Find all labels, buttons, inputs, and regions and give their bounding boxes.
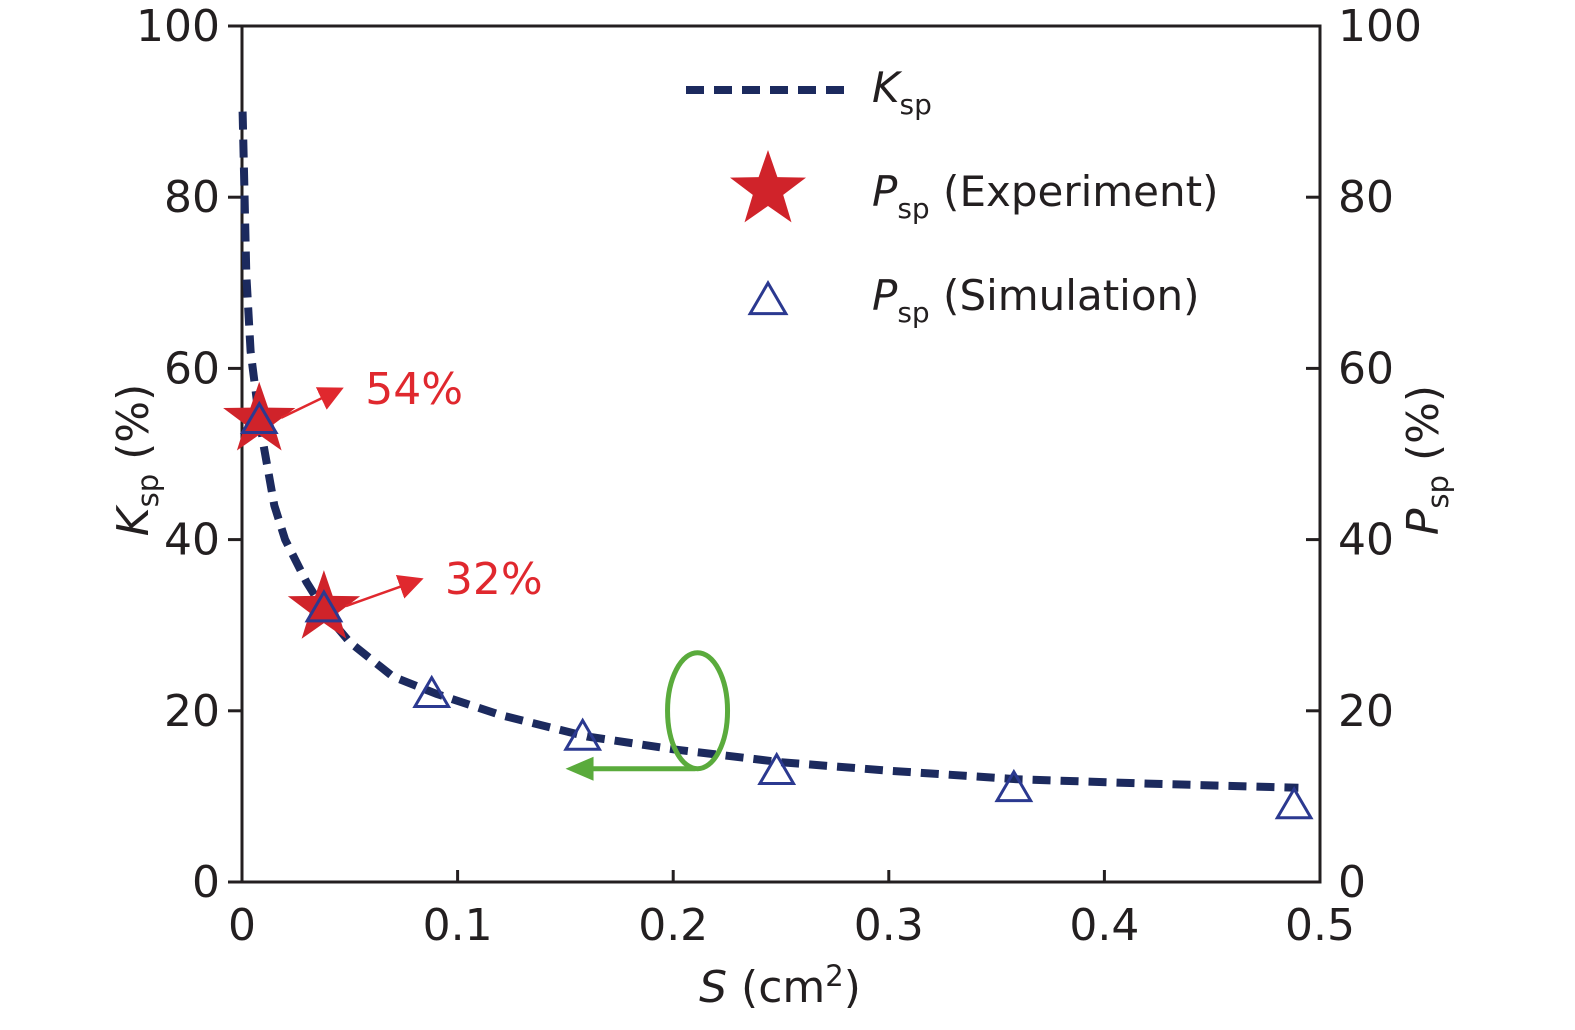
- y2-tick-label: 100: [1338, 1, 1422, 52]
- x-tick-label: 0.1: [423, 900, 493, 951]
- simulation-triangle: [412, 674, 452, 708]
- x-tick-label: 0: [228, 900, 256, 951]
- legend: Ksp Psp (Experiment) Psp (Simulation): [686, 63, 1219, 329]
- y-tick-label: 80: [164, 172, 220, 223]
- plot-area: [223, 111, 1314, 820]
- y-axis-right: 0 20 40 60 80 100: [1306, 1, 1422, 908]
- x-tick-label: 0.2: [638, 900, 708, 951]
- simulation-triangle: [994, 768, 1034, 803]
- legend-label: Ksp: [872, 63, 932, 121]
- y-axis-left-symbol: K: [108, 504, 159, 536]
- y-tick-label: 20: [164, 686, 220, 737]
- legend-key-star: [730, 150, 806, 223]
- x-axis-title: S (cm2): [699, 959, 861, 1013]
- y-axis-right-unit: (%): [1398, 385, 1449, 475]
- legend-label: Psp (Simulation): [872, 271, 1200, 329]
- axis-indicator-ellipse: [665, 650, 731, 772]
- annotation-arrow: [280, 387, 344, 419]
- legend-label: Psp (Experiment): [872, 167, 1219, 225]
- x-axis-unit: (cm: [727, 962, 825, 1013]
- x-axis-symbol: S: [699, 962, 727, 1013]
- x-tick-label: 0.4: [1069, 900, 1139, 951]
- annotation-label: 32%: [445, 554, 543, 605]
- plot-frame: [240, 24, 1322, 884]
- simulation-triangle: [1274, 785, 1314, 820]
- plot-border: [240, 24, 1322, 884]
- y2-tick-label: 60: [1338, 343, 1394, 394]
- y-tick-label: 40: [164, 515, 220, 566]
- annotations: 54% 32%: [280, 364, 731, 781]
- annotation-arrow: [345, 575, 424, 608]
- y-tick-label: 0: [192, 857, 220, 908]
- y-axis-right-title: Psp (%): [1398, 385, 1455, 535]
- y-axis-right-symbol: P: [1398, 508, 1449, 535]
- simulation-triangle: [563, 717, 603, 751]
- experiment-star: [287, 570, 361, 639]
- y-axis-right-sub: sp: [1421, 475, 1455, 509]
- experiment-star: [223, 381, 296, 451]
- y2-tick-label: 0: [1338, 857, 1366, 908]
- annotation-label: 54%: [365, 364, 463, 415]
- simulation-triangle: [239, 400, 279, 435]
- y2-tick-label: 80: [1338, 172, 1394, 223]
- simulation-triangle: [757, 751, 797, 786]
- x-tick-label: 0.5: [1285, 900, 1355, 951]
- simulation-triangle: [304, 589, 344, 623]
- y2-tick-label: 40: [1338, 515, 1394, 566]
- x-axis: 0 0.1 0.2 0.3 0.4 0.5: [228, 870, 1355, 951]
- y-tick-label: 60: [164, 343, 220, 394]
- y-axis-left-unit: (%): [108, 384, 159, 474]
- ksp-line: [238, 111, 1299, 792]
- y-axis-left-title: Ksp (%): [108, 384, 165, 537]
- x-tick-label: 0.3: [854, 900, 924, 951]
- axis-indicator-arrowhead: [565, 756, 594, 781]
- x-axis-close: ): [844, 962, 861, 1013]
- y-axis-left-sub: sp: [131, 474, 165, 508]
- x-axis-unit-sup: 2: [825, 959, 843, 993]
- y-axis-left: 0 20 40 60 80 100: [136, 1, 242, 908]
- y-tick-label: 100: [136, 1, 220, 52]
- y2-tick-label: 20: [1338, 686, 1394, 737]
- legend-key-triangle: [747, 280, 789, 316]
